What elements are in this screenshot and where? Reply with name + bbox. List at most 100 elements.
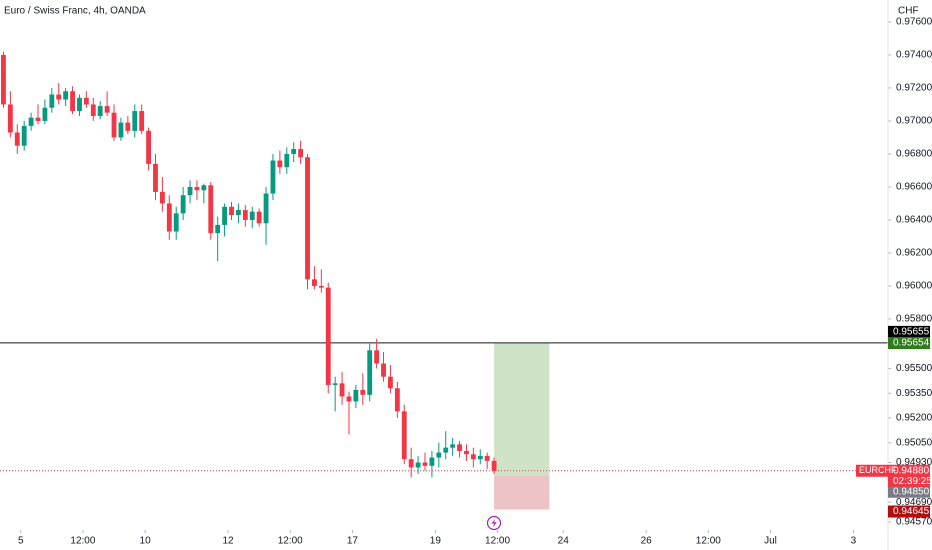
y-tick-label: 0.94570	[896, 517, 932, 528]
x-tick-label: 19	[430, 536, 442, 547]
candle-body	[56, 94, 62, 100]
y-tick-label: 0.97200	[896, 83, 932, 94]
candle-body	[491, 460, 497, 471]
price-label: 0.94880	[893, 465, 930, 476]
x-tick-label: 12:00	[278, 536, 303, 547]
currency: CHF	[898, 6, 919, 17]
candle-body	[125, 122, 131, 131]
y-tick-label: 0.96200	[896, 248, 932, 259]
candle-body	[353, 389, 359, 402]
candle-body	[187, 186, 193, 196]
price-label-box	[888, 337, 930, 350]
candle-body	[7, 104, 13, 133]
candle-body	[312, 279, 317, 286]
candle-body	[21, 125, 27, 146]
x-tick-label: 5	[18, 536, 24, 547]
candle-body	[35, 117, 41, 121]
candle-body	[360, 389, 366, 395]
countdown-box	[888, 475, 930, 487]
symbol-label: EURCHF	[859, 465, 897, 475]
candle-body	[332, 383, 338, 385]
candle-body	[222, 206, 228, 225]
y-tick-label: 0.95350	[896, 388, 932, 399]
candle-body	[215, 224, 221, 234]
candle-body	[464, 450, 469, 455]
candle-body	[111, 112, 117, 138]
price-label-box	[888, 485, 930, 498]
candle-body	[408, 459, 414, 468]
candle-body	[436, 452, 442, 458]
countdown: 02:39:25	[893, 476, 932, 487]
x-tick-label: 3	[851, 536, 857, 547]
candle-body	[90, 104, 96, 116]
x-tick-label: 24	[558, 536, 570, 547]
candle-body	[49, 94, 55, 108]
candle-body	[270, 160, 276, 194]
candle-body	[63, 91, 69, 100]
candle-body	[194, 186, 200, 191]
candle-body	[166, 203, 172, 232]
price-label-box	[888, 325, 930, 338]
candle-body	[325, 287, 331, 385]
x-tick-label: 12:00	[70, 536, 95, 547]
price-label: 0.95655	[893, 327, 930, 338]
candle-body	[104, 106, 110, 113]
candle-body	[470, 454, 476, 460]
candle-body	[429, 457, 435, 466]
symbol-box	[856, 464, 888, 477]
candle-body	[291, 149, 297, 154]
candle-body	[201, 185, 207, 191]
price-label: 0.94850	[893, 486, 930, 497]
candle-body	[146, 130, 151, 164]
candle-body	[249, 211, 255, 220]
candle-body	[298, 149, 304, 158]
candle-body	[450, 444, 456, 448]
candle-body	[235, 210, 241, 216]
candle-body	[457, 444, 462, 451]
price-label-box	[888, 505, 930, 518]
candle-body	[374, 350, 380, 364]
candle-body	[139, 111, 145, 131]
candle-body	[415, 462, 421, 468]
candle-body	[477, 455, 483, 460]
y-tick-label: 0.95050	[896, 437, 932, 448]
loss-zone	[494, 475, 550, 510]
x-tick-label: 17	[347, 536, 359, 547]
candle-body	[173, 213, 179, 232]
candle-body	[388, 376, 393, 389]
candle-body	[263, 193, 269, 224]
x-tick-label: 10	[140, 536, 152, 547]
y-tick-label: 0.96000	[896, 281, 932, 292]
candle-body	[394, 388, 400, 412]
candle-body	[208, 185, 214, 234]
y-tick-label: 0.97400	[896, 50, 932, 61]
price-label: 0.94645	[893, 506, 930, 517]
candle-body	[97, 106, 103, 116]
candle-body	[318, 285, 324, 288]
candle-body	[77, 97, 82, 112]
candle-body	[83, 97, 89, 105]
candle-body	[367, 350, 373, 395]
candle-body	[14, 132, 20, 146]
candle-body	[401, 411, 407, 460]
candle-body	[1, 54, 6, 105]
y-tick-label: 0.95500	[896, 363, 932, 374]
candle-body	[180, 195, 186, 214]
x-tick-label: 12:00	[485, 536, 510, 547]
candle-body	[346, 396, 352, 402]
y-tick-label: 0.94930	[896, 457, 932, 468]
candle-body	[443, 447, 449, 453]
y-tick-label: 0.96800	[896, 149, 932, 160]
x-tick-label: 12:00	[696, 536, 721, 547]
candle-body	[339, 383, 345, 397]
candle-body	[484, 455, 490, 461]
y-tick-label: 0.95800	[896, 314, 932, 325]
y-tick-label: 0.96400	[896, 215, 932, 226]
y-tick-label: 0.94690	[896, 497, 932, 508]
candle-body	[70, 91, 75, 112]
candle-body	[229, 206, 234, 216]
candle-body	[422, 462, 428, 466]
y-tick-label: 0.95200	[896, 413, 932, 424]
candle-body	[242, 210, 248, 220]
candle-body	[118, 122, 124, 138]
